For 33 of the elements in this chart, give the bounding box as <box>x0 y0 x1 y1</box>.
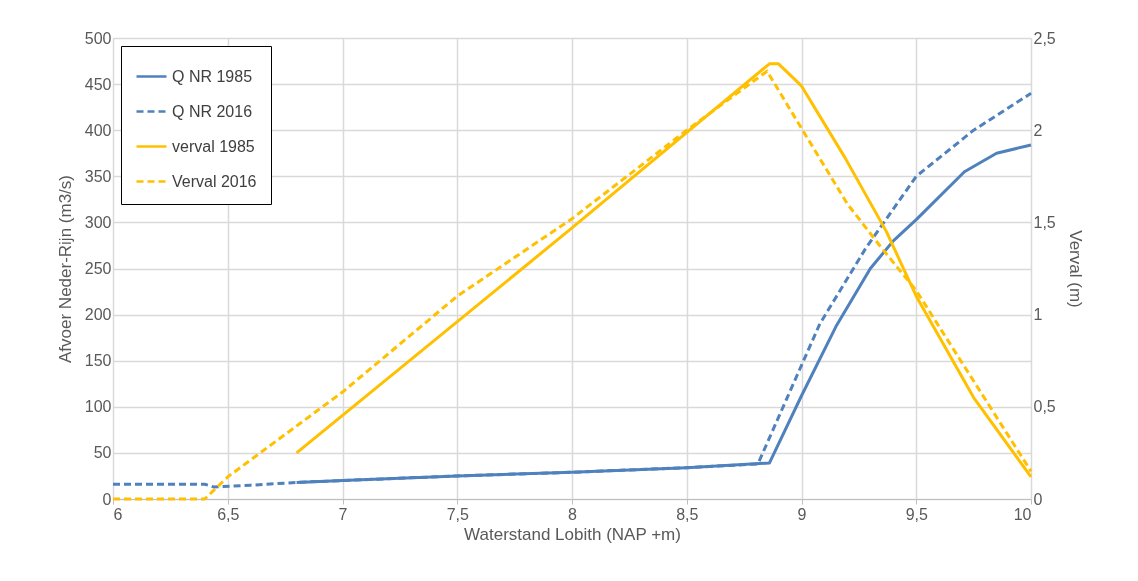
x-axis-title: Waterstand Lobith (NAP +m) <box>464 524 681 544</box>
legend-label: Q NR 2016 <box>172 102 253 120</box>
x-tick-label: 7 <box>338 505 348 523</box>
x-tick-label: 7,5 <box>446 505 469 523</box>
y-tick-label: 450 <box>84 75 112 93</box>
x-tick-label: 6 <box>113 505 123 523</box>
legend-label: Q NR 1985 <box>172 67 253 85</box>
x-tick-label: 9,5 <box>905 505 928 523</box>
y-tick-label: 350 <box>84 167 112 185</box>
legend-label: verval 1985 <box>172 137 255 155</box>
legend-label: Verval 2016 <box>172 172 257 190</box>
y-tick-label: 0 <box>102 490 112 508</box>
x-tick-label: 8 <box>568 505 578 523</box>
y-tick-label: 200 <box>84 306 112 324</box>
y2-tick-label: 1 <box>1033 306 1043 324</box>
x-tick-label: 9 <box>797 505 807 523</box>
y2-tick-label: 2 <box>1033 121 1043 139</box>
y-tick-label: 500 <box>84 29 112 47</box>
y2-axis-title: Verval (m) <box>1065 230 1085 308</box>
y2-tick-label: 0,5 <box>1033 398 1056 416</box>
y2-tick-label: 1,5 <box>1033 213 1056 231</box>
x-tick-label: 10 <box>1013 505 1032 523</box>
y-tick-label: 250 <box>84 260 112 277</box>
y-tick-label: 400 <box>84 121 112 139</box>
x-tick-label: 6,5 <box>217 505 240 523</box>
y-tick-label: 150 <box>84 352 112 370</box>
y-tick-label: 50 <box>93 444 112 462</box>
y2-tick-label: 0 <box>1033 490 1043 508</box>
y-tick-label: 300 <box>84 213 112 231</box>
x-tick-label: 8,5 <box>676 505 699 523</box>
y-axis-title: Afvoer Neder-Rijn (m3/s) <box>55 175 75 363</box>
y-tick-label: 100 <box>84 398 112 416</box>
y2-tick-label: 2,5 <box>1033 29 1056 47</box>
